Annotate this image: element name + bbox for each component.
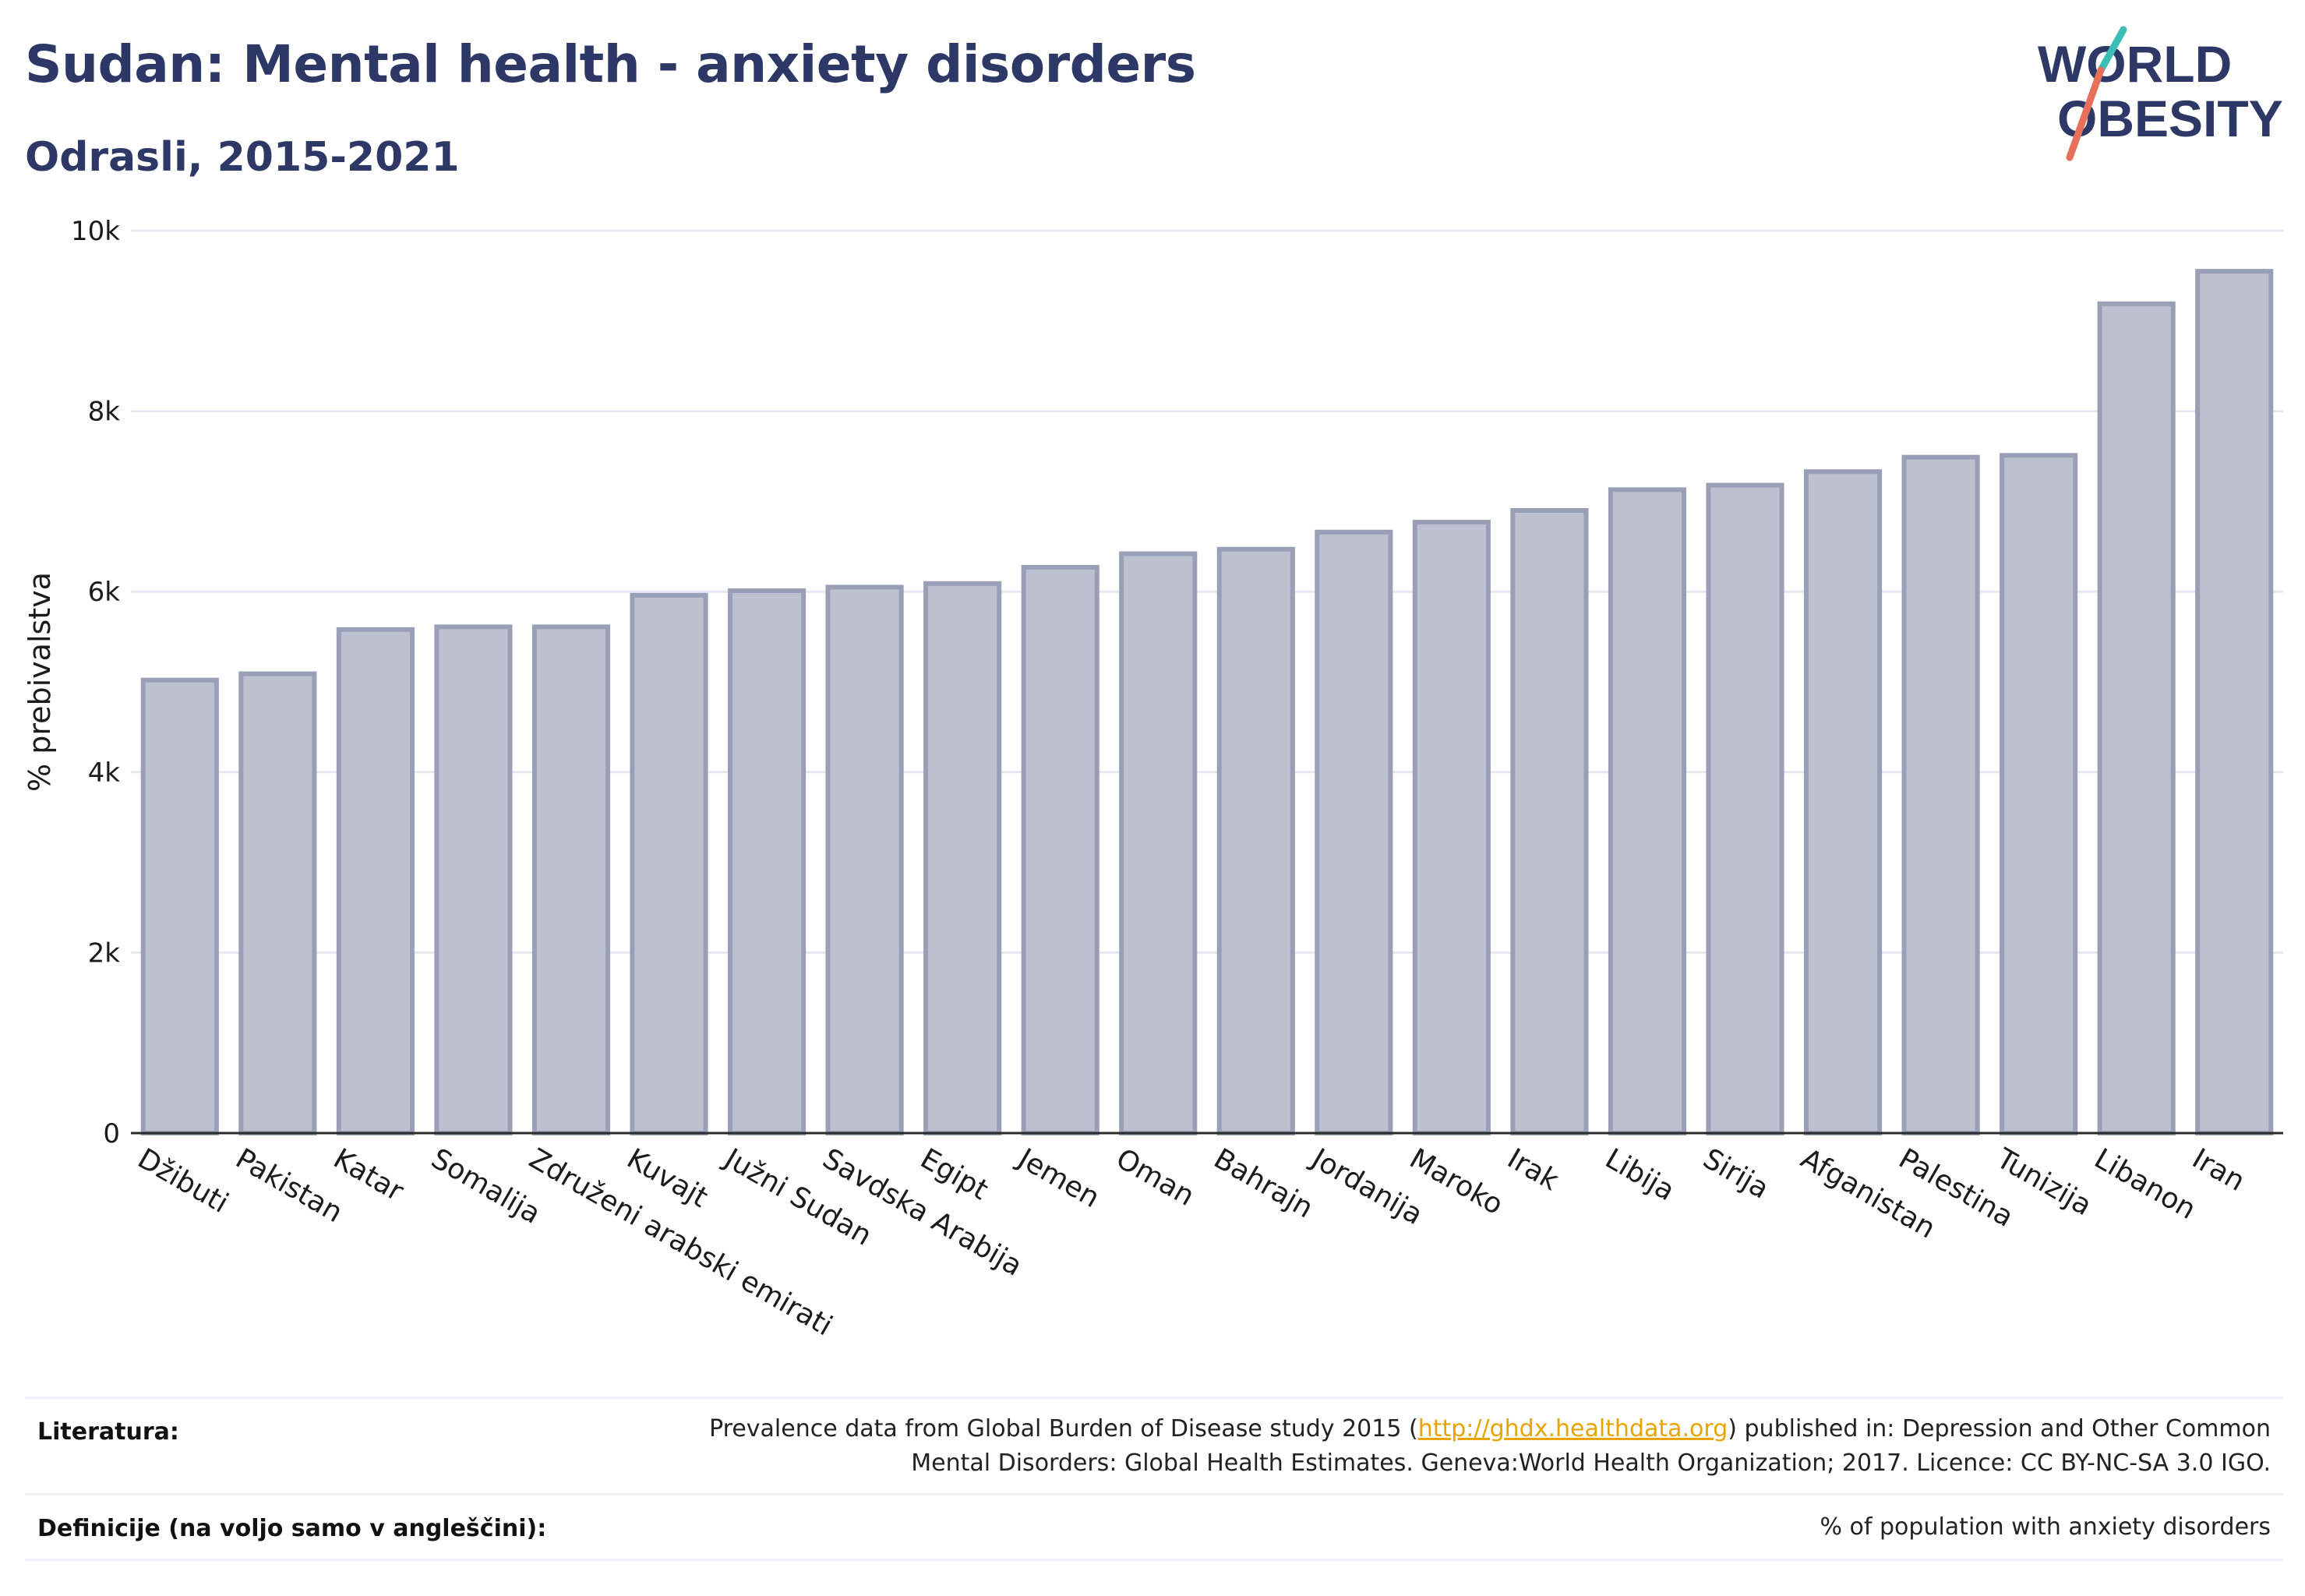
references-label: Literatura:: [37, 1418, 179, 1446]
logo-slash-top: [2097, 26, 2127, 74]
x-tick-label: Libanon: [2089, 1142, 2201, 1226]
x-tick-label: Libija: [1600, 1142, 1680, 1207]
y-tick-label: 4k: [88, 757, 121, 789]
x-tick-label: Jordanija: [1305, 1142, 1428, 1231]
y-tick-label: 0: [103, 1118, 120, 1149]
y-tick-label: 8k: [88, 397, 121, 428]
y-tick-label: 6k: [88, 577, 121, 608]
bar[interactable]: [2000, 453, 2078, 1136]
bar[interactable]: [531, 624, 611, 1135]
bar[interactable]: [1216, 546, 1295, 1135]
bar[interactable]: [1315, 529, 1393, 1136]
references-text-before: Prevalence data from Global Burden of Di…: [709, 1415, 1418, 1442]
x-tick-label: Somalija: [425, 1142, 545, 1231]
footer-divider-middle: [25, 1493, 2283, 1495]
y-tick-label: 10k: [71, 216, 120, 247]
x-tick-label: Iran: [2187, 1142, 2250, 1198]
bar[interactable]: [140, 677, 219, 1135]
references-text: Prevalence data from Global Burden of Di…: [556, 1412, 2271, 1481]
bar[interactable]: [2097, 301, 2176, 1136]
logo-line-1: WORLD: [2038, 35, 2232, 93]
references-text-after: ) published in: Depression and Other Com…: [1728, 1415, 2271, 1442]
y-tick-labels: 0 2k 4k 6k 8k 10k: [71, 216, 120, 1149]
x-tick-label: Džibuti: [132, 1142, 234, 1220]
bar[interactable]: [630, 592, 708, 1136]
bar[interactable]: [1119, 551, 1198, 1135]
bar[interactable]: [1021, 564, 1100, 1135]
x-tick-label: Jemen: [1011, 1142, 1105, 1214]
definitions-text: % of population with anxiety disorders: [1820, 1513, 2271, 1541]
bar[interactable]: [923, 581, 1002, 1135]
references-text-line2: Mental Disorders: Global Health Estimate…: [911, 1449, 2271, 1477]
chart-subtitle: Odrasli, 2015-2021: [25, 134, 460, 181]
logo-slash-bottom: [2066, 66, 2105, 161]
x-tick-label: Oman: [1110, 1142, 1199, 1213]
world-obesity-logo[interactable]: WORLD OBESITY: [2026, 23, 2291, 164]
bars: [140, 269, 2274, 1136]
bar[interactable]: [336, 627, 415, 1135]
bar[interactable]: [1510, 507, 1589, 1136]
bar[interactable]: [1803, 469, 1883, 1136]
definitions-label: Definicije (na voljo samo v angleščini):: [37, 1515, 547, 1542]
bar[interactable]: [238, 671, 317, 1135]
x-tick-label: Irak: [1502, 1142, 1564, 1197]
x-tick-label: Pakistan: [230, 1142, 348, 1229]
references-link[interactable]: http://ghdx.healthdata.org: [1417, 1415, 1728, 1442]
y-tick-label: 2k: [88, 937, 121, 969]
x-tick-label: Sirija: [1698, 1142, 1774, 1205]
y-axis-label: % prebivalstva: [23, 572, 57, 792]
bar[interactable]: [1901, 454, 1980, 1135]
bar[interactable]: [825, 584, 904, 1136]
bar[interactable]: [1608, 487, 1687, 1135]
logo-line-2: OBESITY: [2057, 90, 2283, 147]
footer-divider-bottom: [25, 1559, 2283, 1561]
bar[interactable]: [434, 624, 513, 1135]
bar[interactable]: [1412, 520, 1491, 1135]
bar[interactable]: [727, 588, 807, 1135]
chart-title: Sudan: Mental health - anxiety disorders: [25, 34, 1196, 94]
bar[interactable]: [2195, 269, 2274, 1136]
x-tick-label: Bahrajn: [1209, 1142, 1318, 1224]
bar[interactable]: [1706, 482, 1784, 1135]
footer-divider-top: [25, 1396, 2283, 1399]
